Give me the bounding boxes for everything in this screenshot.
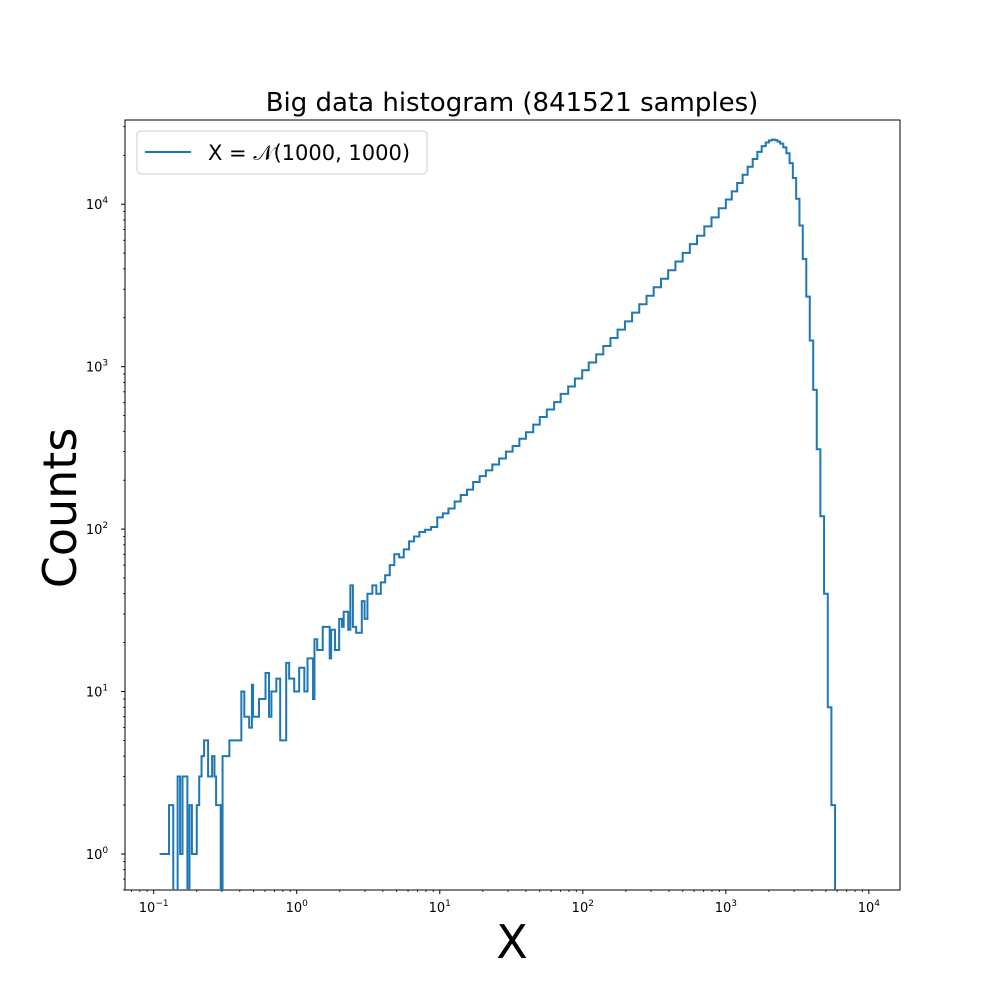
- x-tick-label-base: 10: [429, 901, 446, 916]
- legend-series-label: X = 𝒩(1000, 1000): [208, 141, 410, 165]
- y-tick-label-exponent: 1: [102, 684, 108, 694]
- x-tick-label-base: 10: [139, 901, 156, 916]
- y-tick-label-exponent: 4: [102, 196, 108, 206]
- y-tick-label-exponent: 0: [102, 846, 108, 856]
- x-tick-label-exponent: 4: [874, 899, 880, 909]
- x-axis-ticks: 10−1 100 101 102 103 104: [131, 890, 881, 916]
- y-tick-label-exponent: 2: [102, 521, 108, 531]
- x-tick-label-base: 10: [715, 901, 732, 916]
- chart-title: Big data histogram (841521 samples): [266, 88, 759, 118]
- x-tick-label-exponent: −1: [155, 899, 168, 909]
- y-tick-label-base: 10: [86, 361, 103, 376]
- x-tick-label: 103: [715, 899, 737, 916]
- x-tick-label-base: 10: [286, 901, 303, 916]
- y-tick-label-base: 10: [86, 686, 103, 701]
- x-tick-label: 102: [572, 899, 594, 916]
- y-tick-label-base: 10: [86, 198, 103, 213]
- plot-area: [124, 119, 901, 891]
- x-tick-label-base: 10: [858, 901, 875, 916]
- y-tick-label: 100: [86, 846, 109, 863]
- y-tick-label: 103: [86, 359, 108, 376]
- x-tick-label: 101: [429, 899, 451, 916]
- y-tick-label: 102: [86, 521, 108, 538]
- y-tick-label-base: 10: [86, 523, 103, 538]
- y-tick-label: 104: [86, 196, 109, 213]
- x-axis-label: X: [496, 915, 528, 969]
- x-tick-label: 104: [858, 899, 881, 916]
- x-tick-label-exponent: 3: [731, 899, 737, 909]
- x-tick-label-exponent: 2: [588, 899, 594, 909]
- y-tick-label-base: 10: [86, 848, 103, 863]
- x-tick-label-exponent: 1: [445, 899, 451, 909]
- x-tick-label-exponent: 0: [302, 899, 308, 909]
- y-tick-label: 101: [86, 684, 108, 701]
- histogram-step-line: [159, 138, 837, 890]
- x-tick-label-base: 10: [572, 901, 589, 916]
- legend-box: [136, 130, 428, 175]
- axes-frame: [124, 119, 901, 891]
- x-tick-label: 10−1: [139, 899, 169, 916]
- legend: X = 𝒩(1000, 1000): [136, 130, 428, 175]
- y-axis-label: Counts: [33, 428, 87, 589]
- x-tick-label: 100: [286, 899, 309, 916]
- y-tick-label-exponent: 3: [102, 359, 108, 369]
